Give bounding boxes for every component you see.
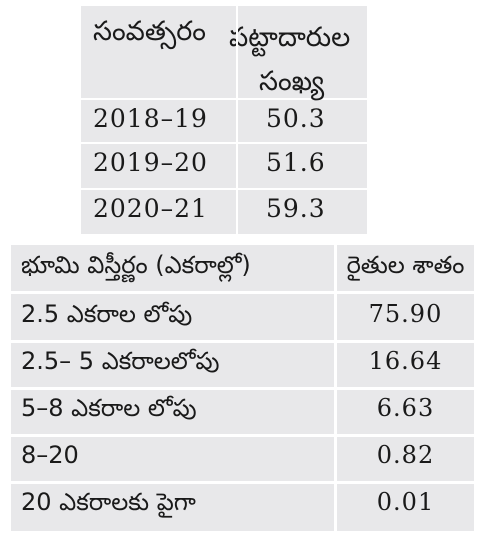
table2-row: 2.5– 5 ఎకరాలలోపు 16.64 bbox=[11, 341, 474, 390]
column-divider bbox=[236, 6, 238, 234]
table2-row: 20 ఎకరాలకు పైగా 0.01 bbox=[11, 482, 474, 528]
land-area-cell: 20 ఎకరాలకు పైగా bbox=[21, 488, 196, 516]
owners-value-cell: 51.6 bbox=[266, 148, 326, 177]
owners-value-cell: 50.3 bbox=[266, 104, 326, 133]
land-area-cell: 8–20 bbox=[21, 441, 79, 469]
farmer-percent-cell: 6.63 bbox=[376, 394, 435, 422]
year-cell: 2018–19 bbox=[93, 104, 208, 133]
farmer-percent-column-header: రైతుల శాతం bbox=[346, 251, 465, 279]
owners-column-header: పట్టాదారుల సంఖ్య bbox=[229, 16, 367, 104]
owners-value-cell: 59.3 bbox=[266, 194, 326, 223]
owners-header-line1: పట్టాదారుల bbox=[229, 22, 351, 53]
year-cell: 2020–21 bbox=[93, 194, 208, 223]
farmer-percent-cell: 0.82 bbox=[376, 441, 435, 469]
table2-header-row: భూమి విస్తీర్ణం (ఎకరాల్లో) రైతుల శాతం bbox=[11, 245, 474, 294]
table1-row: 2020–21 59.3 bbox=[81, 190, 367, 234]
land-holding-table: భూమి విస్తీర్ణం (ఎకరాల్లో) రైతుల శాతం 2.… bbox=[11, 245, 474, 531]
land-area-cell: 2.5– 5 ఎకరాలలోపు bbox=[21, 347, 220, 375]
pattadar-count-table: సంవత్సరం పట్టాదారుల సంఖ్య 2018–19 50.3 2… bbox=[81, 6, 367, 234]
farmer-percent-cell: 0.01 bbox=[376, 488, 435, 516]
table2-row: 5–8 ఎకరాల లోపు 6.63 bbox=[11, 388, 474, 437]
table2-row: 2.5 ఎకరాల లోపు 75.90 bbox=[11, 294, 474, 343]
column-divider bbox=[334, 245, 337, 531]
table2-row: 8–20 0.82 bbox=[11, 435, 474, 484]
table1-row: 2018–19 50.3 bbox=[81, 100, 367, 144]
farmer-percent-cell: 16.64 bbox=[368, 347, 443, 375]
table1-header-row: సంవత్సరం పట్టాదారుల సంఖ్య bbox=[81, 6, 367, 100]
farmer-percent-cell: 75.90 bbox=[368, 300, 443, 328]
table1-row: 2019–20 51.6 bbox=[81, 144, 367, 190]
year-column-header: సంవత్సరం bbox=[93, 16, 206, 47]
land-area-column-header: భూమి విస్తీర్ణం (ఎకరాల్లో) bbox=[21, 251, 251, 279]
year-cell: 2019–20 bbox=[93, 148, 208, 177]
land-area-cell: 5–8 ఎకరాల లోపు bbox=[21, 394, 197, 422]
owners-header-line2: సంఖ్య bbox=[259, 66, 325, 97]
land-area-cell: 2.5 ఎకరాల లోపు bbox=[21, 300, 193, 328]
